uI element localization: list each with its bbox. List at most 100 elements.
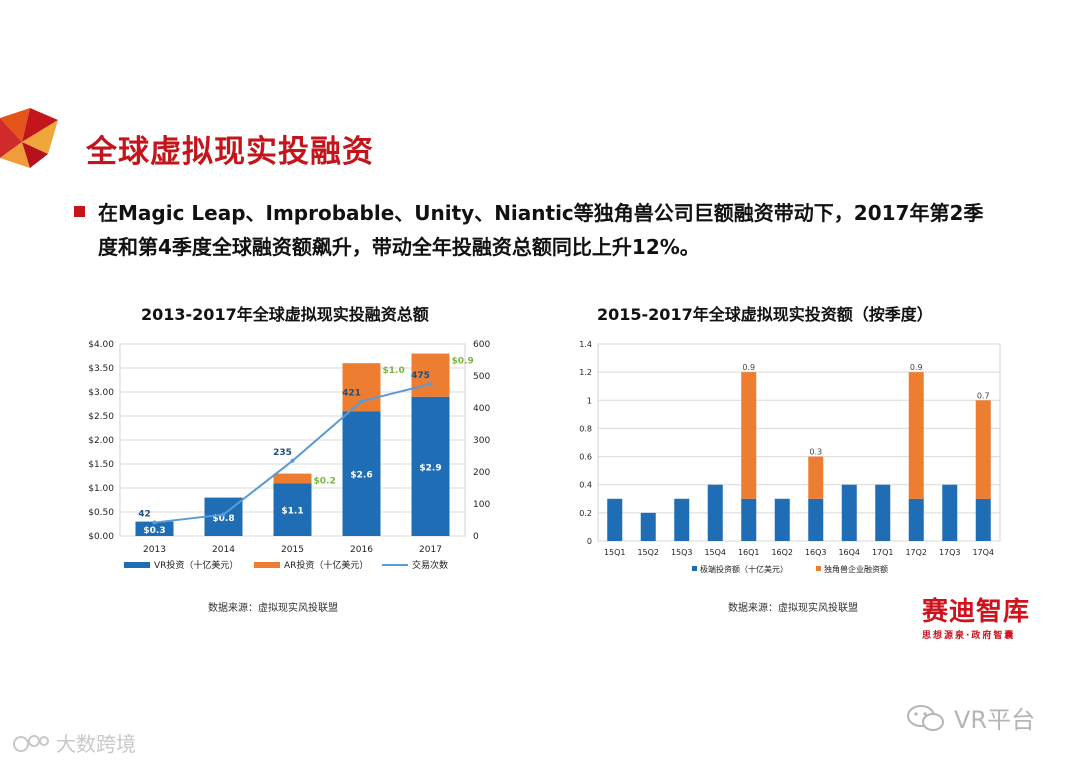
bar-base <box>640 512 656 541</box>
bar-base <box>908 498 924 541</box>
y-right-tick-label: 100 <box>473 500 490 510</box>
bar-unicorn-label: 0.9 <box>742 363 755 372</box>
y-tick-label: 1.2 <box>579 368 592 377</box>
bar-base <box>841 484 857 541</box>
y-left-tick-label: $4.00 <box>88 340 114 350</box>
bar-base <box>774 498 790 541</box>
right-chart: 0 0.2 0.4 0.6 0.8 1 1.2 1.4 15Q1 15Q2 15Q3 15Q4 0.9 1… <box>556 330 1006 590</box>
x-tick-label: 2017 <box>419 545 442 555</box>
bar-base <box>674 498 690 541</box>
deals-label: 42 <box>138 510 151 520</box>
y-left-tick-label: $2.00 <box>88 436 114 446</box>
y-left-tick-label: $3.00 <box>88 388 114 398</box>
legend-label-deals: 交易次数 <box>412 559 448 571</box>
legend-label-vr: VR投资（十亿美元） <box>154 559 238 571</box>
bar-vr <box>273 483 312 536</box>
x-tick-label: 15Q1 <box>604 548 626 557</box>
bar-vr <box>411 396 450 536</box>
watermark-right: VR平台 <box>906 700 1035 735</box>
y-tick-label: 0.8 <box>579 424 592 433</box>
bar-unicorn-label: 0.7 <box>977 391 990 400</box>
x-tick-label: 16Q2 <box>771 548 793 557</box>
bar-base <box>875 484 891 541</box>
bar-ar <box>342 363 381 412</box>
bar-base <box>607 498 623 541</box>
point-deals <box>428 382 433 386</box>
bar-unicorn-label: 0.3 <box>809 448 822 457</box>
bullet-square-icon <box>74 206 85 217</box>
bar-ar <box>273 473 312 484</box>
y-right-tick-label: 500 <box>473 372 490 382</box>
y-tick-label: 0.6 <box>579 453 592 462</box>
bar-vr <box>342 411 381 536</box>
plot-area <box>597 343 1001 542</box>
y-left-tick-label: $0.00 <box>88 532 114 542</box>
left-chart-title: 2013-2017年全球虚拟现实投融资总额 <box>141 305 429 324</box>
bar-ar-label: $0.9 <box>452 357 474 367</box>
bar-ar <box>411 353 450 397</box>
left-chart: $0.00 $0.50 $1.00 $1.50 $2.00 $2.50 $3.00 $3.50… <box>70 330 510 590</box>
left-chart-svg: $0.00$0.50$1.00$1.50$2.00$2.50$3.00$3.50… <box>88 340 490 571</box>
left-chart-source: 数据来源：虚拟现实风投联盟 <box>208 603 338 614</box>
x-tick-label: 2015 <box>281 545 304 555</box>
y-right-tick-label: 200 <box>473 468 490 478</box>
bar-vr-label: $0.3 <box>143 526 165 536</box>
x-tick-label: 16Q1 <box>738 548 760 557</box>
bullet-text: 在Magic Leap、Improbable、Unity、Niantic等独角兽… <box>98 201 984 259</box>
deals-label: 421 <box>342 388 361 398</box>
x-tick-label: 16Q3 <box>805 548 827 557</box>
corner-logo-graphic <box>0 108 58 168</box>
right-chart-source: 数据来源：虚拟现实风投联盟 <box>728 603 858 614</box>
y-left-tick-label: $2.50 <box>88 412 114 422</box>
bar-unicorn <box>741 372 757 499</box>
point-deals <box>221 512 226 517</box>
bar-vr-label: $1.1 <box>281 507 303 517</box>
x-tick-label: 17Q4 <box>972 548 994 557</box>
point-deals <box>359 399 364 404</box>
y-tick-label: 0.4 <box>579 481 592 490</box>
x-tick-label: 17Q2 <box>905 548 927 557</box>
legend-label-unicorn: 独角兽企业融资额 <box>824 564 888 574</box>
legend-label-base: 极端投资额（十亿美元） <box>700 564 788 574</box>
y-left-tick-label: $0.50 <box>88 508 114 518</box>
y-left-tick-label: $1.00 <box>88 484 114 494</box>
x-tick-label: 15Q4 <box>704 548 726 557</box>
y-tick-label: 1.4 <box>579 340 592 349</box>
bar-base <box>808 498 824 541</box>
watermark-left: 大数跨境 <box>12 728 136 757</box>
bar-ar-label: $1.0 <box>383 366 405 376</box>
point-deals <box>290 458 295 463</box>
wechat-icon <box>907 704 944 731</box>
bar-unicorn <box>808 456 824 499</box>
legend-label-ar: AR投资（十亿美元） <box>284 559 368 571</box>
brand-tagline: 思想源泉·政府智囊 <box>922 631 1016 641</box>
y-right-tick-label: 300 <box>473 436 490 446</box>
x-tick-label: 15Q3 <box>671 548 693 557</box>
x-tick-label: 2014 <box>212 545 235 555</box>
x-tick-label: 15Q2 <box>637 548 659 557</box>
bar-vr <box>135 521 174 536</box>
bar-unicorn <box>975 400 991 499</box>
bar-vr-label: $0.8 <box>212 514 234 524</box>
x-tick-label: 2016 <box>350 545 373 555</box>
watermark-right-text: VR平台 <box>954 706 1036 734</box>
x-tick-label: 17Q3 <box>939 548 961 557</box>
y-tick-label: 1 <box>587 396 592 405</box>
bar-base <box>942 484 958 541</box>
bar-base <box>741 498 757 541</box>
right-chart-svg: 0 0.2 0.4 0.6 0.8 1 1.2 1.4 15Q1 15Q2 15Q3 15Q4 0.9 1… <box>579 340 1001 574</box>
deals-label: 475 <box>411 371 430 381</box>
y-right-tick-label: 600 <box>473 340 490 350</box>
bar-base <box>975 498 991 541</box>
legend-swatch-ar <box>254 562 280 568</box>
bar-vr-label: $2.6 <box>350 471 372 481</box>
legend-swatch-unicorn <box>816 566 821 571</box>
legend-swatch-vr <box>124 562 150 568</box>
y-right-tick-label: 0 <box>473 532 479 542</box>
bar-unicorn-label: 0.9 <box>910 363 923 372</box>
y-left-tick-label: $1.50 <box>88 460 114 470</box>
x-tick-label: 17Q1 <box>872 548 894 557</box>
brand-name: 赛迪智库 <box>922 597 1031 627</box>
bar-ar-label: $0.2 <box>314 477 336 487</box>
slide-title: 全球虚拟现实投融资 <box>86 134 374 170</box>
